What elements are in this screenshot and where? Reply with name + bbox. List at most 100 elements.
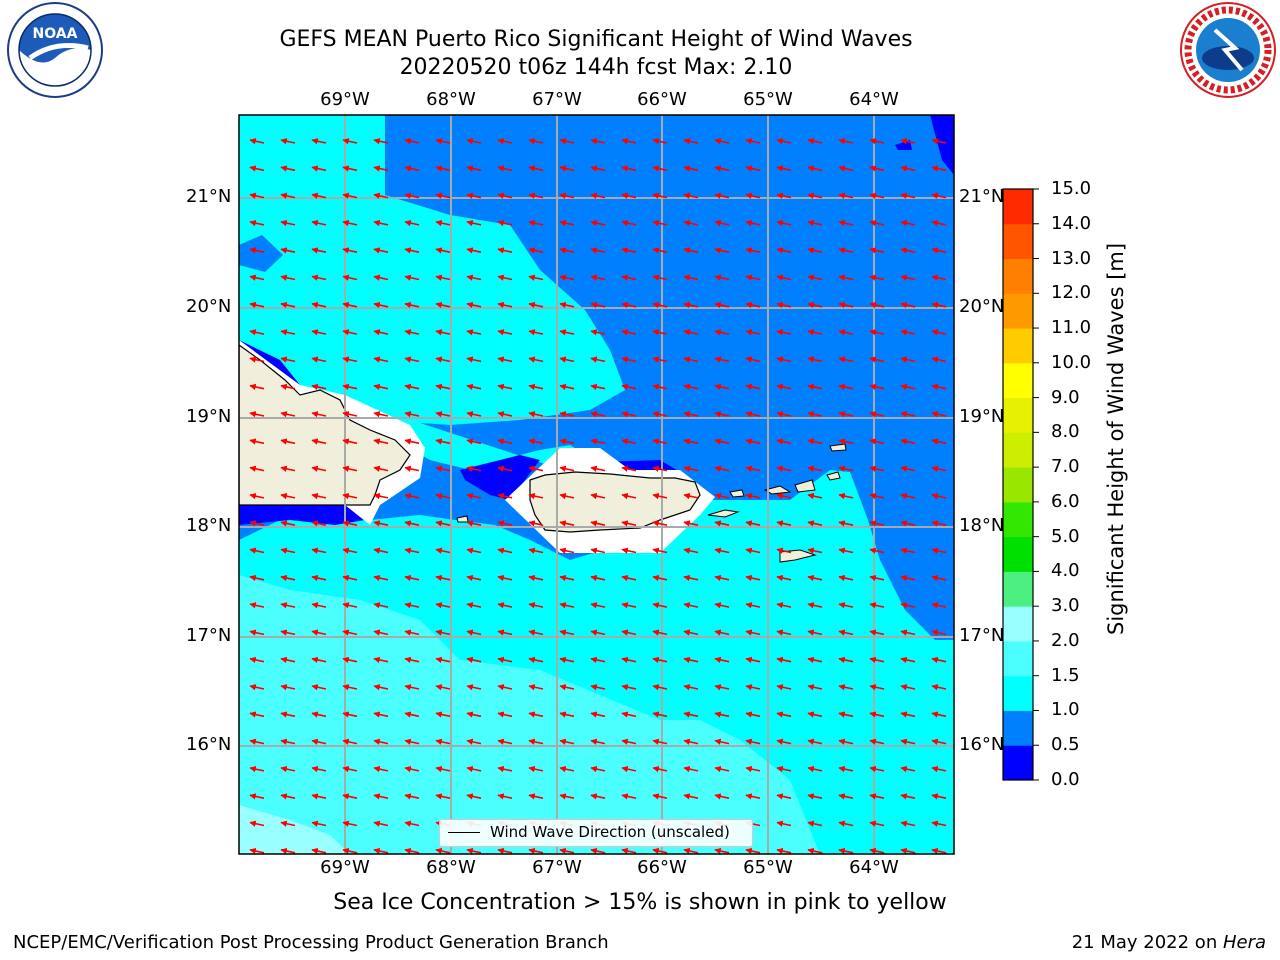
wind-arrow [776,192,792,199]
wind-arrow [807,247,823,254]
wind-arrow [745,547,761,554]
wind-arrow [249,793,265,800]
wind-arrow [931,465,947,472]
wind-arrow [714,438,730,445]
wind-arrow [776,492,792,500]
lat-label-left: 18°N [186,515,232,536]
wind-arrow [404,820,420,827]
wave-height-field [239,115,954,854]
wind-arrow [466,684,482,691]
wind-arrow [466,547,482,554]
wind-arrow [404,219,420,227]
wind-arrow [776,602,792,609]
wind-arrow [466,602,482,609]
wind-arrow [683,247,699,254]
wind-arrow [373,793,389,800]
wind-arrow [745,629,761,636]
wind-arrow [714,301,730,309]
wind-arrow [652,356,668,363]
wind-arrow [590,711,606,718]
colorbar-frame [1002,188,1034,781]
wind-arrow [311,847,327,854]
wind-arrow [838,738,854,745]
wind-arrow [528,356,544,363]
wind-arrow [807,301,823,309]
wind-arrow [497,520,513,527]
wind-arrow [807,411,823,418]
colorbar-tick-label: 12.0 [1051,282,1092,304]
wind-arrow [249,247,265,254]
wind-arrow [311,547,327,554]
wind-arrow [528,520,544,527]
wind-arrow [435,383,451,391]
wind-arrow [745,192,761,199]
wind-arrow [435,192,451,199]
wind-arrow [466,793,482,800]
colorbar-tick-label: 0.5 [1051,734,1080,756]
wind-arrow [435,711,451,718]
wind-arrow [342,165,358,172]
wind-arrow [559,847,575,854]
wind-arrow [373,847,389,854]
wind-arrow [373,219,389,227]
wind-arrow [652,219,668,227]
wind-arrow [497,192,513,199]
wind-arrow [900,329,916,336]
wind-arrow [869,438,885,445]
colorbar-tick-label: 3.0 [1051,595,1080,617]
wind-arrow [745,684,761,691]
colorbar-segment [1003,710,1033,746]
wind-arrow [528,165,544,172]
wind-arrow [869,820,885,827]
wind-arrow [869,629,885,636]
wind-arrow [404,274,420,281]
wind-arrow [466,711,482,718]
wind-arrow [838,684,854,691]
colorbar-segment [1003,467,1033,503]
wind-arrow [931,138,947,145]
wind-arrow [869,602,885,609]
wind-arrow [776,465,792,472]
wind-arrow [249,492,265,500]
wind-arrow [652,520,668,527]
sea-ice-caption: Sea Ice Concentration > 15% is shown in … [333,890,947,915]
wind-arrow [590,465,606,472]
wind-arrow [931,165,947,172]
wind-arrow [745,383,761,391]
wind-arrow [342,520,358,527]
lon-label-top: 67°W [532,89,582,110]
wind-arrow [590,219,606,227]
wind-arrow [590,301,606,309]
wind-arrow [280,520,296,527]
colorbar-segment [1003,571,1033,607]
wind-arrow [838,138,854,145]
wind-arrow [652,684,668,691]
wind-arrow [497,165,513,172]
wind-arrow [807,138,823,145]
wind-arrow [435,247,451,254]
wind-arrow [807,656,823,664]
wind-arrow [528,711,544,718]
colorbar-tick-label: 14.0 [1051,212,1092,234]
wind-arrow [528,247,544,254]
wind-arrow [559,465,575,472]
colorbar [1002,188,1039,781]
wind-arrow [497,219,513,227]
wind-arrow [714,520,730,527]
wind-arrow [342,329,358,336]
wind-arrow [652,765,668,773]
wind-arrow [342,547,358,554]
wind-arrow [683,574,699,582]
wind-arrow [280,629,296,636]
colorbar-tick-label: 6.0 [1051,490,1080,512]
wind-arrow [807,738,823,745]
wind-arrow [497,684,513,691]
wind-arrow [435,547,451,554]
wind-arrow [497,247,513,254]
wind-arrow [280,192,296,199]
wind-arrow [621,765,637,773]
wind-arrow [249,820,265,827]
wind-arrow [931,820,947,827]
wind-arrow [900,793,916,800]
wind-arrow [869,301,885,309]
